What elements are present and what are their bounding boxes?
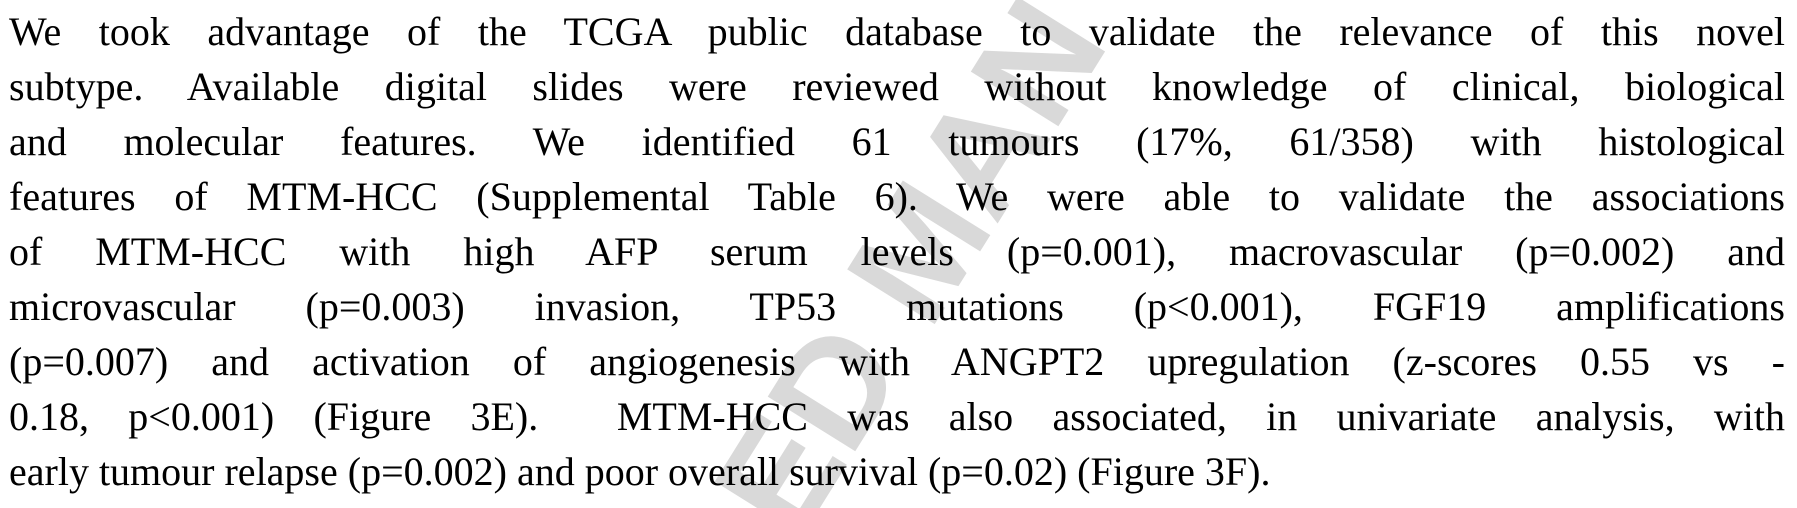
- text-line: (p=0.007) and activation of angiogenesis…: [9, 339, 1785, 384]
- paragraph: We took advantage of the TCGA public dat…: [9, 4, 1785, 499]
- text-line: microvascular (p=0.003) invasion, TP53 m…: [9, 284, 1785, 329]
- text-line: early tumour relapse (p=0.002) and poor …: [9, 449, 1271, 494]
- text-line: We took advantage of the TCGA public dat…: [9, 9, 1785, 54]
- text-line: and molecular features. We identified 61…: [9, 119, 1785, 164]
- text-line: subtype. Available digital slides were r…: [9, 64, 1785, 109]
- text-line: 0.18, p<0.001) (Figure 3E). MTM-HCC was …: [9, 394, 1785, 439]
- text-line: of MTM-HCC with high AFP serum levels (p…: [9, 229, 1785, 274]
- text-line: features of MTM-HCC (Supplemental Table …: [9, 174, 1785, 219]
